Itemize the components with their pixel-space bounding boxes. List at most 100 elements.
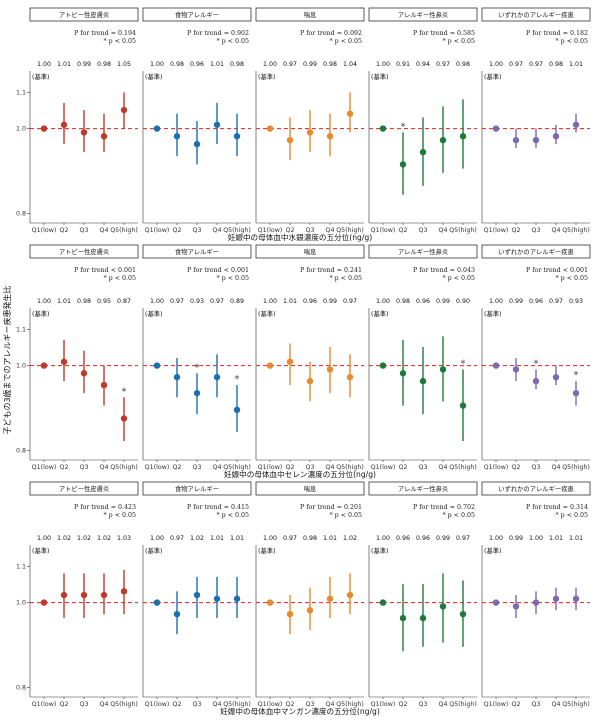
point-estimate — [532, 377, 540, 385]
estimate-label: 1.01 — [210, 535, 224, 542]
strip-label: いずれかのアレルギー疾患 — [498, 484, 574, 493]
x-tick-label: Q4 — [439, 227, 448, 234]
strip-label: アレルギー性鼻炎 — [398, 10, 449, 19]
strip-header — [481, 7, 591, 22]
x-tick-label: Q5(high) — [449, 464, 477, 471]
point-estimate — [379, 125, 387, 132]
estimate-label: 0.97 — [343, 298, 357, 305]
point-estimate — [379, 599, 387, 606]
estimate-label: 0.99 — [509, 535, 523, 542]
x-axis-title: 妊娠中の母体血中セレン濃度の五分位(ng/g) — [224, 469, 376, 479]
strip-label: 喘息 — [304, 484, 317, 493]
estimate-label: 0.98 — [456, 61, 470, 68]
significance-note: * p < 0.05 — [217, 38, 249, 45]
estimate-label: 0.97 — [283, 61, 297, 68]
x-tick-label: Q2 — [173, 701, 182, 708]
reference-label: (基準) — [484, 72, 502, 81]
point-estimate — [173, 373, 181, 381]
reference-label: (基準) — [145, 546, 163, 555]
estimate-label: 0.93 — [569, 298, 583, 305]
significance-note: * p < 0.05 — [104, 38, 136, 45]
estimate-label: 1.01 — [549, 535, 563, 542]
x-tick-label: Q2 — [286, 701, 295, 708]
significance-star: * — [574, 370, 579, 381]
point-estimate — [346, 591, 354, 599]
trend-annotation: P for trend = 0.201 — [300, 504, 362, 511]
estimate-label: 0.97 — [170, 535, 184, 542]
x-tick-label: Q5(high) — [110, 701, 138, 708]
estimate-label: 0.90 — [456, 298, 470, 305]
trend-annotation: P for trend = 0.585 — [413, 30, 475, 37]
x-tick-label: Q2 — [512, 464, 521, 471]
point-estimate — [233, 406, 241, 414]
x-tick-label: Q2 — [60, 464, 69, 471]
estimate-label: 0.91 — [396, 61, 410, 68]
point-estimate — [173, 133, 181, 140]
point-estimate — [213, 373, 221, 381]
x-tick-label: Q5(high) — [449, 227, 477, 234]
x-tick-label: Q1(low) — [145, 227, 170, 234]
significance-star: * — [235, 374, 240, 385]
estimate-label: 1.00 — [376, 61, 390, 68]
estimate-label: 1.00 — [376, 298, 390, 305]
strip-header — [368, 481, 478, 496]
estimate-label: 1.01 — [210, 61, 224, 68]
strip-label: アレルギー性鼻炎 — [398, 484, 449, 493]
point-estimate — [346, 373, 354, 381]
reference-label: (基準) — [484, 309, 502, 318]
estimate-label: 1.00 — [263, 298, 277, 305]
strip-header — [142, 244, 252, 259]
significance-star: * — [195, 362, 200, 373]
strip-label: いずれかのアレルギー疾患 — [498, 10, 574, 19]
estimate-label: 0.98 — [549, 61, 563, 68]
estimate-label: 1.03 — [117, 535, 131, 542]
x-tick-label: Q4 — [439, 464, 448, 471]
estimate-label: 1.01 — [569, 61, 583, 68]
x-tick-label: Q2 — [173, 464, 182, 471]
point-estimate — [60, 358, 68, 365]
point-estimate — [532, 599, 540, 606]
point-estimate — [492, 362, 500, 369]
point-estimate — [552, 373, 560, 381]
significance-note: * p < 0.05 — [217, 512, 249, 519]
x-tick-label: Q3 — [80, 701, 89, 708]
point-estimate — [213, 595, 221, 602]
estimate-label: 0.93 — [190, 298, 204, 305]
x-tick-label: Q1(low) — [484, 701, 509, 708]
x-tick-label: Q1(low) — [258, 464, 283, 471]
trend-annotation: P for trend = 0.902 — [187, 30, 249, 37]
x-tick-label: Q5(high) — [449, 701, 477, 708]
strip-header — [142, 481, 252, 496]
point-estimate — [306, 377, 314, 385]
reference-label: (基準) — [32, 72, 50, 81]
point-estimate — [100, 133, 108, 140]
y-tick-label: 1.1 — [16, 326, 26, 333]
x-tick-label: Q5(high) — [223, 464, 251, 471]
x-tick-label: Q4 — [100, 464, 109, 471]
estimate-label: 0.97 — [456, 535, 470, 542]
x-tick-label: Q4 — [213, 227, 222, 234]
estimate-label: 1.02 — [57, 535, 71, 542]
x-tick-label: Q3 — [193, 701, 202, 708]
x-tick-label: Q1(low) — [145, 464, 170, 471]
point-estimate — [286, 358, 294, 365]
trend-annotation: P for trend < 0.001 — [74, 267, 136, 274]
x-tick-label: Q1(low) — [371, 464, 396, 471]
estimate-label: 1.01 — [57, 298, 71, 305]
strip-label: 喘息 — [304, 10, 317, 19]
y-tick-label: 0.8 — [16, 447, 26, 454]
point-estimate — [492, 125, 500, 132]
point-estimate — [306, 129, 314, 136]
point-estimate — [572, 389, 580, 397]
strip-label: 食物アレルギー — [175, 247, 219, 256]
significance-star: * — [401, 121, 406, 132]
trend-annotation: P for trend = 0.423 — [74, 504, 136, 511]
point-estimate — [552, 133, 560, 140]
point-estimate — [552, 595, 560, 602]
point-estimate — [193, 591, 201, 599]
x-tick-label: Q4 — [439, 701, 448, 708]
x-tick-label: Q1(low) — [484, 227, 509, 234]
estimate-label: 0.96 — [416, 298, 430, 305]
significance-star: * — [461, 358, 466, 369]
